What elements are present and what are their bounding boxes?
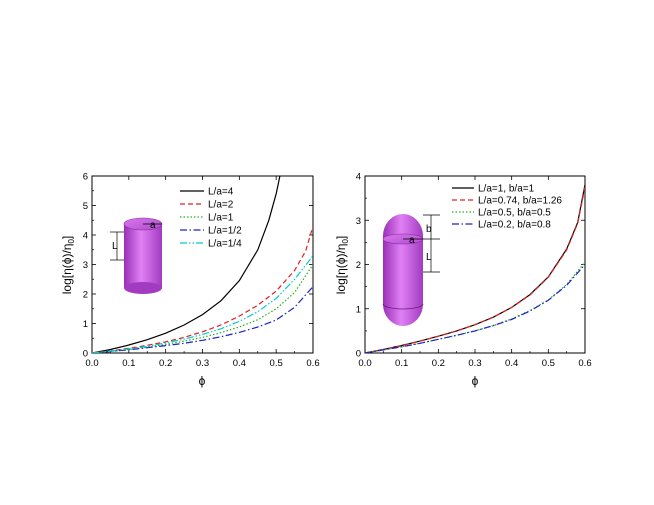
series-line-left-3 <box>92 286 313 353</box>
x-tick-label-left: 0.5 <box>270 358 283 369</box>
y-tick-label-right: 0 <box>356 349 361 360</box>
inset-label-L-right: L <box>426 252 432 263</box>
x-tick-label-left: 0.2 <box>159 358 172 369</box>
series-line-right-1 <box>365 186 585 353</box>
series-lines-right <box>365 184 585 353</box>
ticks-right: 0.0 0.1 0.2 0.3 0.4 0.5 0.6 0 1 2 3 4 <box>356 172 592 370</box>
y-tick-label-right: 2 <box>356 260 361 271</box>
legend-label-right-3: L/a=0.2, b/a=0.8 <box>478 220 551 231</box>
series-line-right-3 <box>365 264 585 353</box>
legend-label-left-4: L/a=1/4 <box>208 239 242 250</box>
series-line-left-4 <box>92 255 313 353</box>
chart-right: 0.0 0.1 0.2 0.3 0.4 0.5 0.6 0 1 2 3 4 a b L L/a=1, … <box>334 172 592 389</box>
y-axis-label-left: log[η(ϕ)/η0] <box>60 236 76 295</box>
x-tick-label-right: 0.1 <box>395 358 408 369</box>
inset-label-b: b <box>426 224 432 235</box>
x-tick-label-right: 0.2 <box>432 358 445 369</box>
legend-left: L/a=4 L/a=2 L/a=1 L/a=1/2 L/a=1/4 <box>180 187 242 250</box>
y-tick-label-right: 3 <box>356 216 361 227</box>
y-tick-label-left: 1 <box>83 319 88 330</box>
y-tick-label-left: 6 <box>83 172 88 183</box>
legend-right: L/a=1, b/a=1L/a=0.74, b/a=1.26L/a=0.5, b… <box>452 184 562 231</box>
inset-label-a: a <box>150 220 156 231</box>
legend-label-left-3: L/a=1/2 <box>208 226 242 237</box>
x-tick-label-right: 0.4 <box>505 358 518 369</box>
inset-cylinder: a L <box>110 217 163 294</box>
legend-label-left-1: L/a=2 <box>208 200 234 211</box>
x-tick-label-right: 0.0 <box>358 358 371 369</box>
series-lines-left <box>92 176 313 353</box>
x-tick-label-right: 0.3 <box>468 358 481 369</box>
legend-label-left-2: L/a=1 <box>208 213 234 224</box>
legend-label-right-2: L/a=0.5, b/a=0.5 <box>478 208 551 219</box>
x-axis-label-left: ϕ <box>199 374 206 388</box>
x-tick-label-left: 0.0 <box>85 358 98 369</box>
x-tick-label-left: 0.1 <box>122 358 135 369</box>
y-tick-label-left: 0 <box>83 349 88 360</box>
inset-label-L: L <box>112 241 118 252</box>
series-line-left-1 <box>92 226 313 353</box>
y-tick-label-left: 5 <box>83 201 88 212</box>
x-tick-label-right: 0.5 <box>542 358 555 369</box>
series-line-left-0 <box>92 176 281 353</box>
legend-label-left-0: L/a=4 <box>208 187 234 198</box>
y-tick-label-right: 4 <box>356 172 361 183</box>
legend-label-right-0: L/a=1, b/a=1 <box>478 184 535 195</box>
y-axis-label-right: log[η(ϕ)/η0] <box>334 236 350 295</box>
legend-label-right-1: L/a=0.74, b/a=1.26 <box>478 196 562 207</box>
x-tick-label-right: 0.6 <box>578 358 591 369</box>
y-tick-label-left: 2 <box>83 290 88 301</box>
x-tick-label-left: 0.3 <box>196 358 209 369</box>
x-tick-label-left: 0.6 <box>306 358 319 369</box>
inset-spherocylinder: a b L <box>382 214 440 326</box>
y-tick-label-right: 1 <box>356 304 361 315</box>
ticks-left: 0.0 0.1 0.2 0.3 0.4 0.5 0.6 0 1 2 3 4 5 6 <box>83 172 320 370</box>
y-tick-label-left: 4 <box>83 231 88 242</box>
y-tick-label-left: 3 <box>83 260 88 271</box>
x-axis-label-right: ϕ <box>472 374 479 388</box>
x-tick-label-left: 0.4 <box>233 358 246 369</box>
inset-label-a-right: a <box>409 235 415 246</box>
